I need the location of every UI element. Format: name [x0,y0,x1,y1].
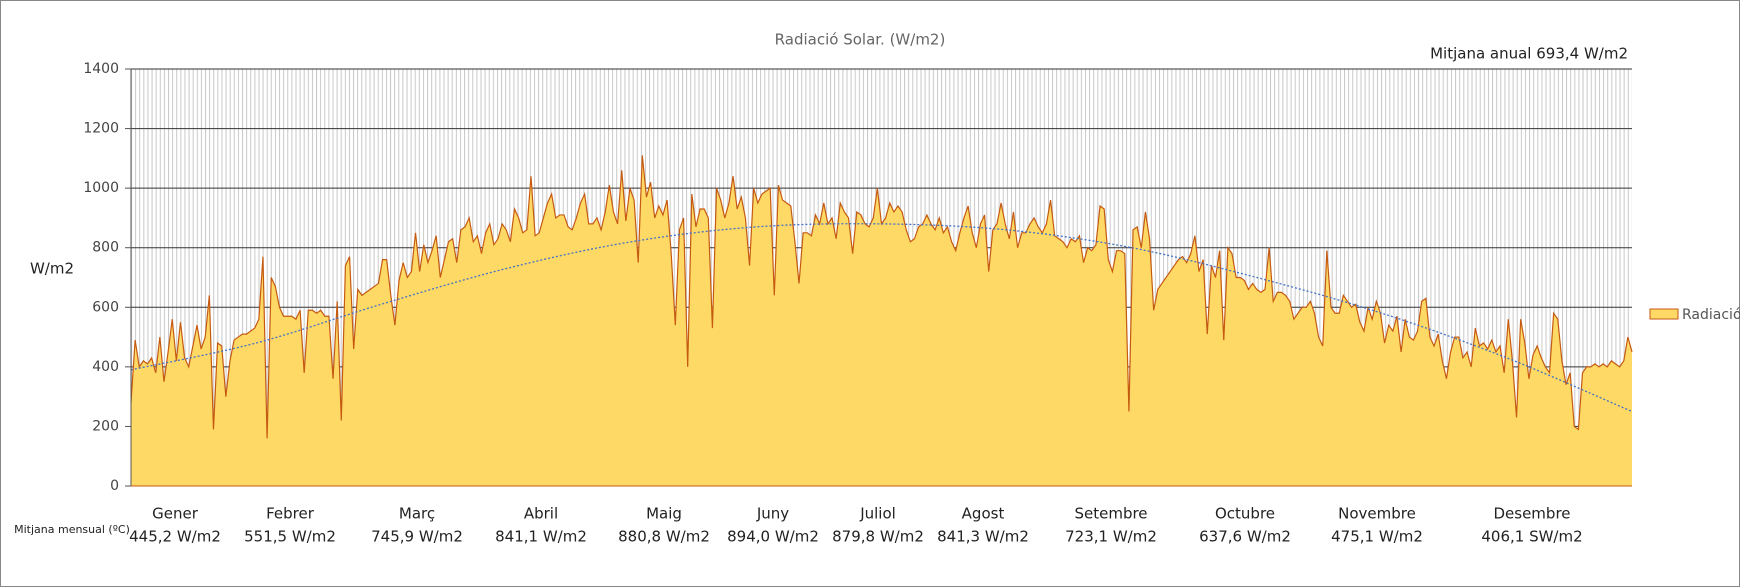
month-average: 475,1 W/m2 [1331,528,1423,546]
y-tick-label: 1000 [83,180,119,196]
month-name: Juliol [859,505,896,523]
month-name: Gener [152,505,199,523]
month-average: 841,1 W/m2 [495,528,587,546]
y-tick-label: 200 [92,418,119,434]
month-average: 723,1 W/m2 [1065,528,1157,546]
annotation: Mitjana anual 693,4 W/m2 [1430,45,1628,63]
month-average: 551,5 W/m2 [244,528,336,546]
month-name: Agost [962,505,1005,523]
month-name: Novembre [1338,505,1416,523]
month-average: 445,2 W/m2 [129,528,221,546]
legend-label: Radiació [1682,307,1740,323]
chart-title: Radiació Solar. (W/m2) [775,31,946,49]
y-tick-label: 1400 [83,61,119,77]
month-name: Abril [524,505,558,523]
y-tick-label: 1200 [83,121,119,137]
month-name: Juny [756,505,789,523]
month-name: Març [399,505,435,523]
month-name: Setembre [1074,505,1147,523]
months-caption: Mitjana mensual (ºC) [14,523,130,536]
month-name: Octubre [1215,505,1275,523]
month-average: 879,8 W/m2 [832,528,924,546]
month-average: 880,8 W/m2 [618,528,710,546]
area [131,155,1632,486]
y-tick-label: 0 [110,478,119,494]
month-name: Maig [646,505,682,523]
y-tick-label: 600 [92,299,119,315]
legend-swatch [1649,308,1679,320]
month-average: 406,1 SW/m2 [1481,528,1582,546]
y-axis-label: W/m2 [30,260,74,278]
month-average: 841,3 W/m2 [937,528,1029,546]
month-average: 637,6 W/m2 [1199,528,1291,546]
month-name: Febrer [266,505,315,523]
month-average: 894,0 W/m2 [727,528,819,546]
trendline [130,223,1633,413]
month-average: 745,9 W/m2 [371,528,463,546]
month-name: Desembre [1493,505,1570,523]
y-tick-label: 800 [92,240,119,256]
y-tick-label: 400 [92,359,119,375]
